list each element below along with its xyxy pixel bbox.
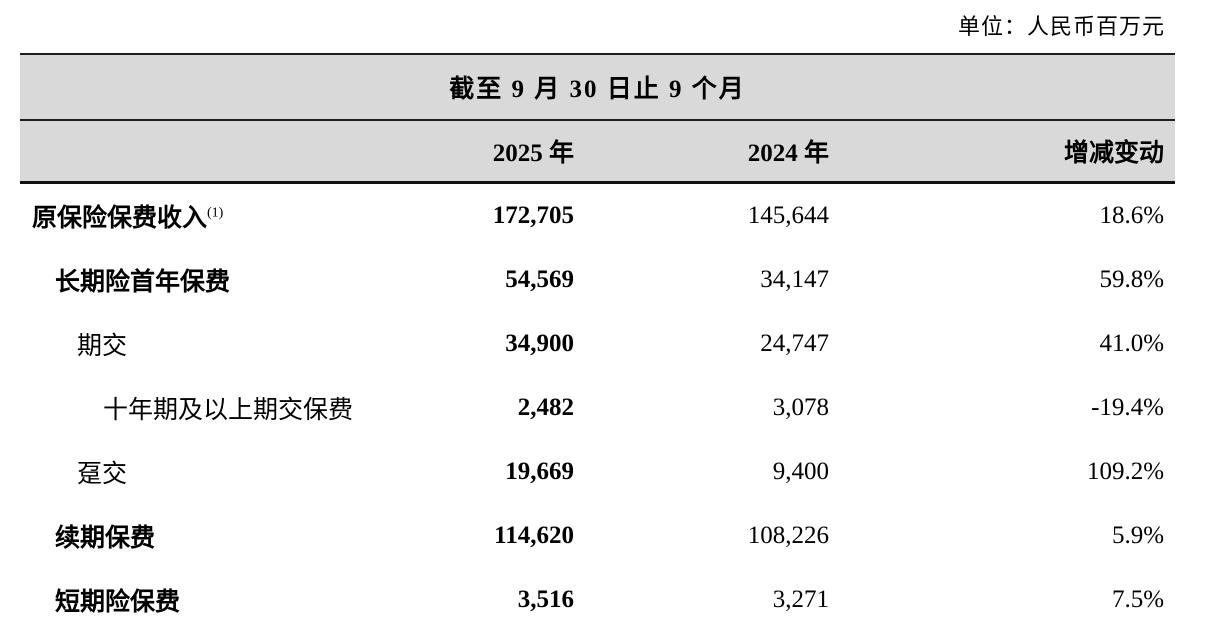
value-2025: 114,620	[430, 504, 575, 568]
value-2024: 9,400	[575, 440, 830, 504]
table-row: 趸交 19,669 9,400 109.2%	[20, 440, 1176, 504]
value-2025: 2,482	[430, 376, 575, 440]
table-row: 期交 34,900 24,747 41.0%	[20, 312, 1176, 376]
column-header-2025: 2025 年	[430, 120, 575, 184]
value-2025: 3,516	[430, 568, 575, 630]
value-change: 59.8%	[830, 248, 1176, 312]
row-label: 长期险首年保费	[20, 248, 430, 312]
table-row: 短期险保费 3,516 3,271 7.5%	[20, 568, 1176, 630]
row-label-text: 趸交	[77, 461, 128, 488]
value-2024: 145,644	[575, 182, 830, 248]
value-change: 109.2%	[830, 440, 1176, 504]
column-header-row: 2025 年 2024 年 增减变动	[20, 120, 1176, 184]
column-header-2024: 2024 年	[575, 120, 830, 184]
footnote-marker: (1)	[207, 205, 224, 221]
value-change: 41.0%	[830, 312, 1176, 376]
column-header-change: 增减变动	[830, 120, 1176, 184]
value-change: 5.9%	[830, 504, 1176, 568]
table-row: 长期险首年保费 54,569 34,147 59.8%	[20, 248, 1176, 312]
premium-income-table: 截至 9 月 30 日止 9 个月 2025 年 2024 年 增减变动 原保险…	[20, 53, 1176, 630]
row-label-text: 短期险保费	[55, 589, 181, 616]
period-header: 截至 9 月 30 日止 9 个月	[20, 53, 1176, 121]
value-2024: 24,747	[575, 312, 830, 376]
row-label-text: 原保险保费收入	[32, 205, 208, 232]
row-label-text: 长期险首年保费	[55, 269, 231, 296]
value-2025: 19,669	[430, 440, 575, 504]
row-label: 十年期及以上期交保费	[20, 376, 430, 440]
value-2024: 34,147	[575, 248, 830, 312]
row-label-column-header	[20, 120, 430, 184]
value-2025: 34,900	[430, 312, 575, 376]
table-row: 原保险保费收入(1) 172,705 145,644 18.6%	[20, 182, 1176, 248]
row-label: 趸交	[20, 440, 430, 504]
value-2024: 3,078	[575, 376, 830, 440]
value-2025: 172,705	[430, 182, 575, 248]
value-2024: 3,271	[575, 568, 830, 630]
row-label: 原保险保费收入(1)	[20, 182, 430, 248]
row-label-text: 续期保费	[55, 525, 156, 552]
value-2024: 108,226	[575, 504, 830, 568]
row-label: 续期保费	[20, 504, 430, 568]
value-change: 18.6%	[830, 182, 1176, 248]
table-body: 原保险保费收入(1) 172,705 145,644 18.6% 长期险首年保费…	[20, 182, 1176, 630]
row-label-text: 期交	[77, 333, 128, 360]
unit-note: 单位：人民币百万元	[957, 14, 1165, 39]
table-row: 续期保费 114,620 108,226 5.9%	[20, 504, 1176, 568]
value-2025: 54,569	[430, 248, 575, 312]
row-label-text: 十年期及以上期交保费	[103, 397, 354, 424]
value-change: -19.4%	[830, 376, 1176, 440]
row-label: 短期险保费	[20, 568, 430, 630]
report-page: 单位：人民币百万元 截至 9 月 30 日止 9 个月 2025 年 2024 …	[20, 0, 1176, 630]
row-label: 期交	[20, 312, 430, 376]
period-header-row: 截至 9 月 30 日止 9 个月	[20, 53, 1176, 121]
table-row: 十年期及以上期交保费 2,482 3,078 -19.4%	[20, 376, 1176, 440]
value-change: 7.5%	[830, 568, 1176, 630]
